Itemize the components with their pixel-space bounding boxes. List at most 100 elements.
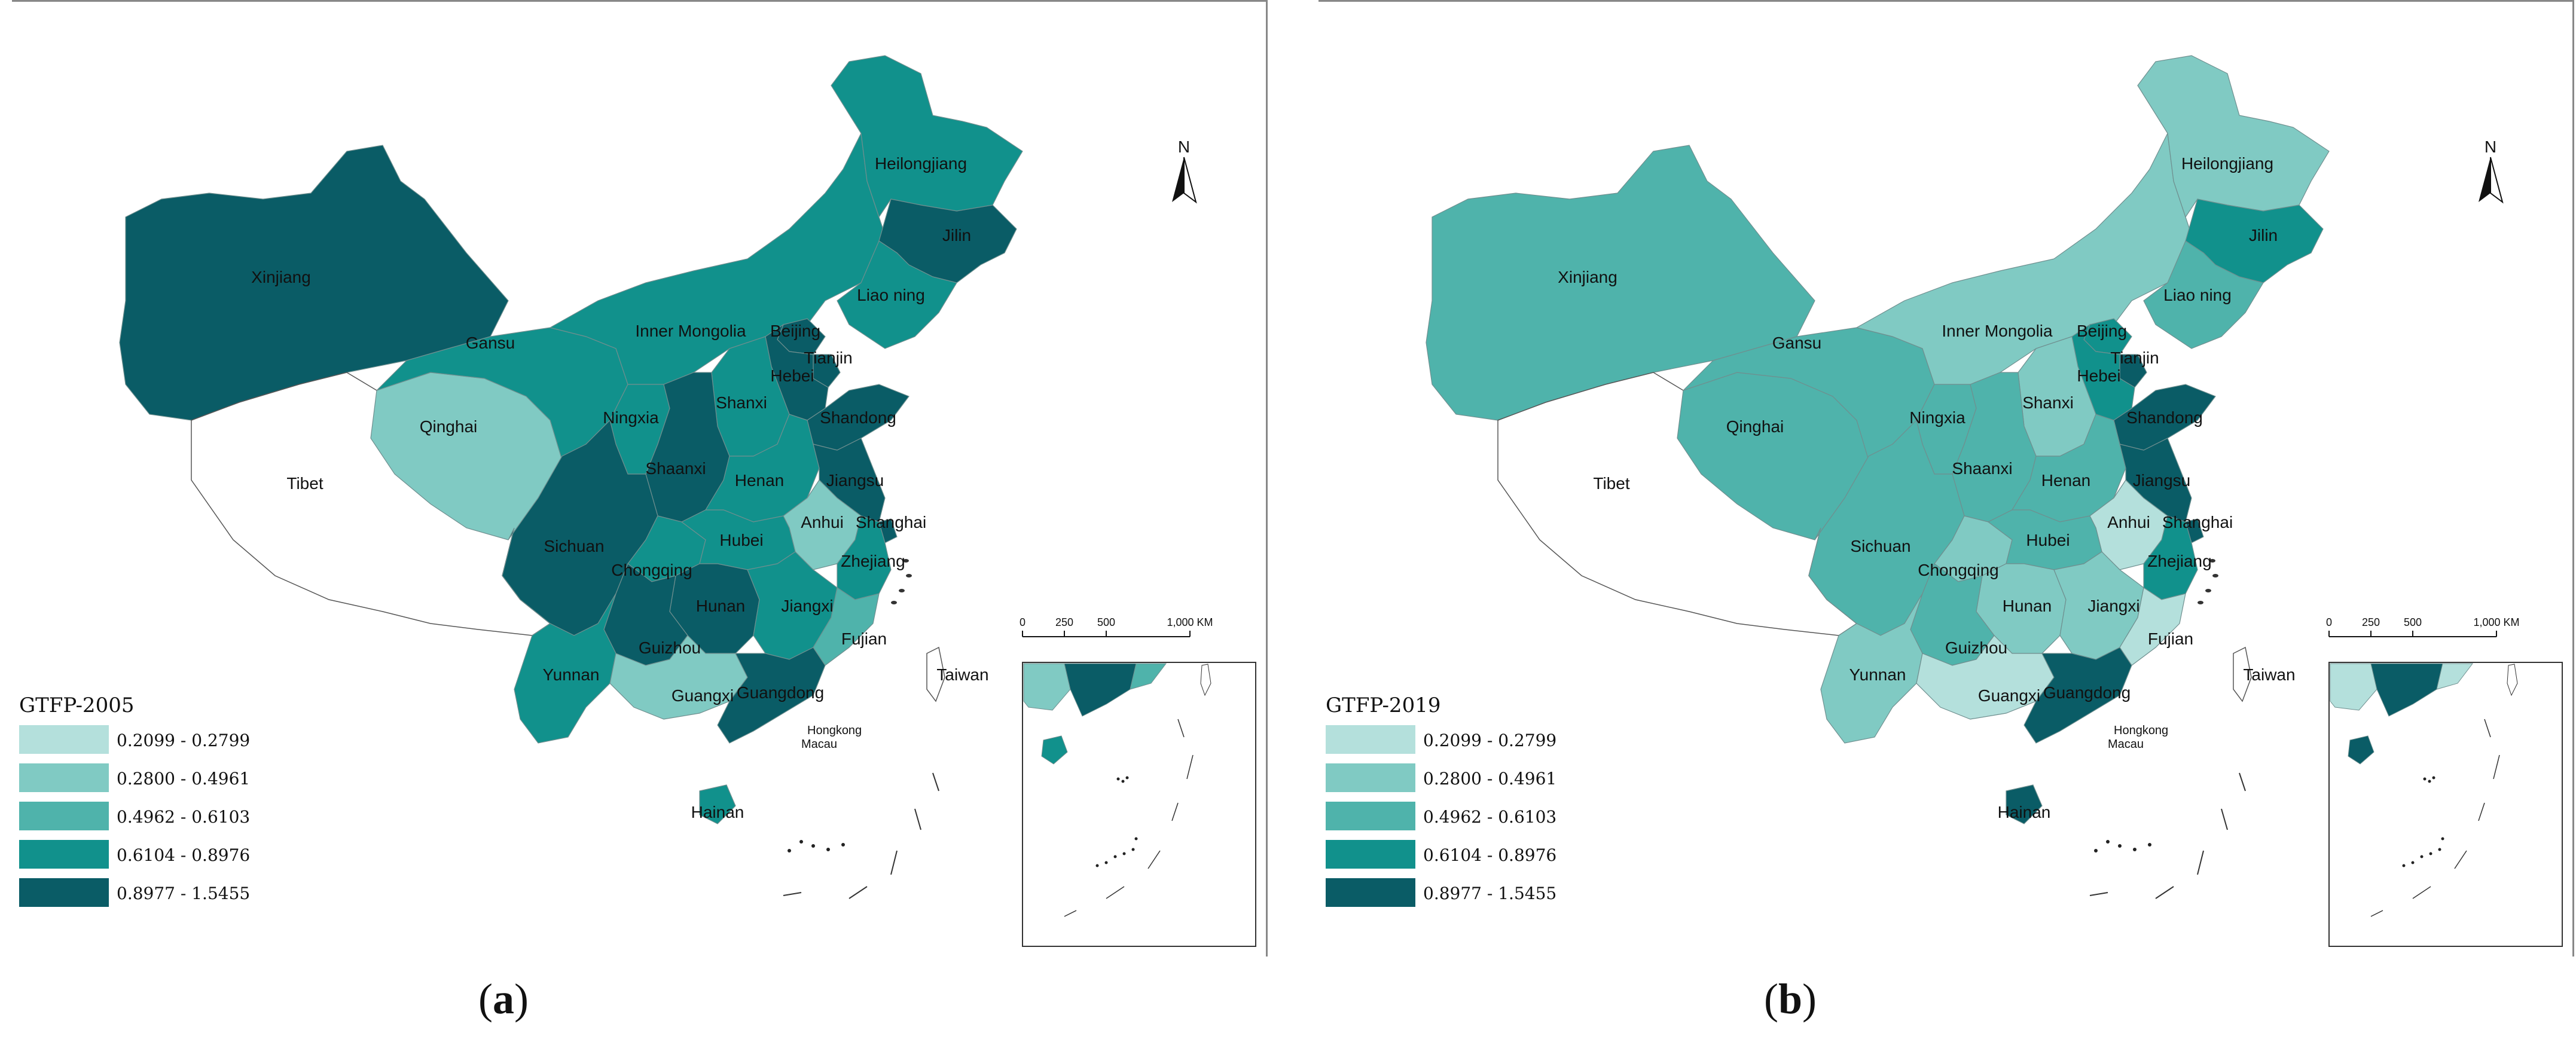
legend-label: 0.2800 - 0.4961 xyxy=(1423,769,1556,789)
legend-swatch xyxy=(19,840,109,869)
sea-island xyxy=(2118,844,2122,848)
coastal-island xyxy=(899,589,905,592)
sea-island xyxy=(2133,848,2137,851)
province-fujian xyxy=(2119,587,2186,666)
boundary-dash xyxy=(890,850,898,875)
sea-island xyxy=(2094,849,2098,852)
label-hongkong: Hongkong xyxy=(807,724,862,737)
inset-island xyxy=(2438,848,2441,851)
province-label-guizhou: Guizhou xyxy=(639,638,701,657)
province-guangdong xyxy=(717,647,826,744)
inset-taiwan xyxy=(2507,664,2518,696)
sea-boundary-dashes xyxy=(2089,772,2246,899)
inset-island xyxy=(2429,852,2432,855)
province-label-anhui: Anhui xyxy=(801,513,844,531)
label-macau: Macau xyxy=(801,738,837,751)
province-label-gansu: Gansu xyxy=(466,334,515,352)
province-label-tianjin: Tianjin xyxy=(2110,349,2159,367)
province-label-hebei: Hebei xyxy=(770,366,814,385)
coastal-island xyxy=(2205,589,2211,592)
province-label-shaanxi: Shaanxi xyxy=(1952,459,2012,478)
coastal-island xyxy=(891,601,897,604)
south-china-sea-inset xyxy=(1022,662,1256,947)
inset-hainan xyxy=(1041,735,1068,765)
north-label: N xyxy=(1178,137,1190,156)
inset-boundary-dash xyxy=(2412,886,2431,899)
province-label-shanxi: Shanxi xyxy=(2022,393,2074,412)
scale-tick-label: 0 xyxy=(2326,616,2332,628)
legend-swatch xyxy=(19,802,109,830)
china-map-a: Xinjiang Tibet Qinghai Gansu Inner Mongolia H… xyxy=(19,55,1256,947)
province-label-chongqing: Chongqing xyxy=(611,561,692,579)
province-label-shanghai: Shanghai xyxy=(856,513,926,531)
coastal-island xyxy=(2212,574,2218,577)
province-heilongjiang xyxy=(831,55,1023,218)
label-hongkong: Hongkong xyxy=(2114,724,2168,737)
label-macau: Macau xyxy=(2108,738,2144,751)
inset-island xyxy=(1104,861,1108,864)
province-label-beijing: Beijing xyxy=(2077,322,2127,340)
inset-taiwan xyxy=(1200,664,1211,696)
legend-label: 0.6104 - 0.8976 xyxy=(117,845,250,865)
scale-bar: 0 250 500 1,000 KM xyxy=(1020,616,1213,637)
province-label-hubei: Hubei xyxy=(719,531,763,549)
inset-boundary-dash xyxy=(1106,886,1125,899)
sea-island xyxy=(811,844,815,848)
province-label-taiwan: Taiwan xyxy=(936,665,988,684)
province-label-anhui: Anhui xyxy=(2107,513,2150,531)
scale-bar: 0 250 500 1,000 KM xyxy=(2326,616,2520,637)
province-label-gansu: Gansu xyxy=(1772,334,1822,352)
sea-island xyxy=(2106,840,2110,844)
legend-swatch xyxy=(1326,763,1415,792)
scale-tick-label: 0 xyxy=(1020,616,1025,628)
inset-boundary-dash xyxy=(1177,719,1185,738)
province-guangdong xyxy=(2023,647,2132,744)
legend-swatch xyxy=(19,878,109,907)
inset-island xyxy=(1113,855,1117,858)
province-label-henan: Henan xyxy=(2041,471,2091,490)
inset-boundary-dash xyxy=(2493,754,2500,780)
province-label-jiangxi: Jiangxi xyxy=(781,597,833,615)
inset-boundary-dash xyxy=(2370,910,2383,917)
legend-title: GTFP-2005 xyxy=(19,693,134,717)
province-label-heilongjiang: Heilongjiang xyxy=(2181,154,2273,173)
province-label-beijing: Beijing xyxy=(770,322,820,340)
boundary-dash xyxy=(914,808,921,830)
province-label-hunan: Hunan xyxy=(2003,597,2052,615)
province-label-shanxi: Shanxi xyxy=(716,393,767,412)
boundary-dash xyxy=(2089,892,2108,896)
south-china-sea-inset xyxy=(2328,662,2563,947)
legend-label: 0.2800 - 0.4961 xyxy=(117,769,250,789)
inset-hainan xyxy=(2348,735,2374,765)
legend-label: 0.8977 - 1.5455 xyxy=(1423,884,1556,903)
province-label-sichuan: Sichuan xyxy=(1850,537,1910,555)
province-label-qinghai: Qinghai xyxy=(420,417,478,436)
province-label-sichuan: Sichuan xyxy=(544,537,604,555)
inset-boundary-dash xyxy=(2484,719,2491,738)
legend-swatch xyxy=(19,763,109,792)
inset-island xyxy=(2432,776,2435,780)
province-label-hebei: Hebei xyxy=(2077,366,2120,385)
province-hainan xyxy=(2006,784,2043,824)
sea-island xyxy=(841,843,845,847)
legend: GTFP-2005 0.2099 - 0.2799 0.2800 - 0.4961 0… xyxy=(19,693,250,907)
coastal-island xyxy=(2197,601,2203,604)
inset-island xyxy=(1122,852,1126,855)
north-label: N xyxy=(2485,137,2496,156)
province-label-jiangsu: Jiangsu xyxy=(826,471,884,490)
coastal-island xyxy=(906,574,912,577)
boundary-dash xyxy=(932,772,939,792)
legend-swatch xyxy=(19,725,109,754)
boundary-dash xyxy=(849,886,868,899)
province-label-qinghai: Qinghai xyxy=(1726,417,1784,436)
province-label-shanghai: Shanghai xyxy=(2162,513,2233,531)
province-label-jiangxi: Jiangxi xyxy=(2087,597,2139,615)
legend-title: GTFP-2019 xyxy=(1326,693,1440,717)
province-label-tibet: Tibet xyxy=(1593,474,1629,493)
inset-boundary-dash xyxy=(1171,802,1179,821)
province-label-guangxi: Guangxi xyxy=(672,686,734,705)
inset-island xyxy=(1116,777,1120,781)
inset-island xyxy=(2420,855,2424,858)
legend: GTFP-2019 0.2099 - 0.2799 0.2800 - 0.4961 0… xyxy=(1326,693,1556,907)
inset-boundary-dash xyxy=(2454,850,2467,869)
